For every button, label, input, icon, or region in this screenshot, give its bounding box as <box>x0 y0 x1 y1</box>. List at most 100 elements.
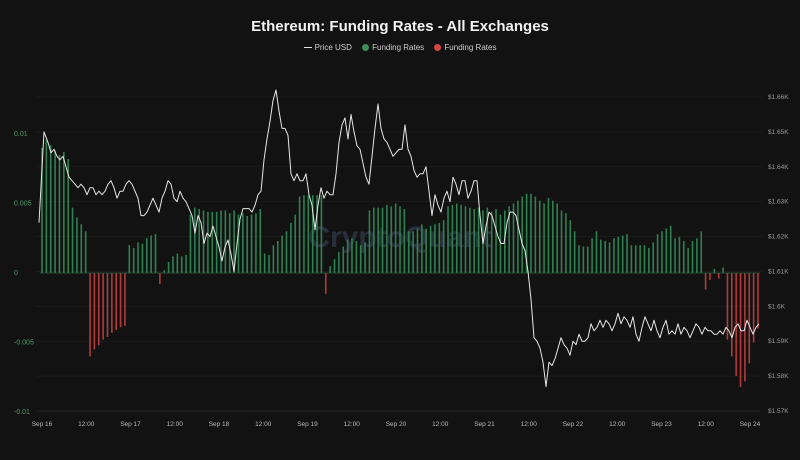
funding-bar-positive[interactable] <box>45 139 48 273</box>
funding-bar-positive[interactable] <box>696 238 698 273</box>
funding-bar-positive[interactable] <box>215 211 218 273</box>
funding-bar-positive[interactable] <box>189 214 192 273</box>
funding-bar-positive[interactable] <box>224 210 227 273</box>
funding-bar-positive[interactable] <box>346 239 349 273</box>
funding-bar-positive[interactable] <box>54 150 56 273</box>
funding-bar-positive[interactable] <box>194 207 196 273</box>
funding-bar-positive[interactable] <box>276 241 279 273</box>
funding-bar-negative[interactable] <box>752 273 755 343</box>
funding-bar-positive[interactable] <box>329 266 331 273</box>
funding-bar-positive[interactable] <box>250 214 253 273</box>
funding-bar-negative[interactable] <box>726 273 729 340</box>
funding-bar-positive[interactable] <box>669 225 672 273</box>
funding-bar-positive[interactable] <box>490 211 493 273</box>
funding-bar-positive[interactable] <box>228 213 231 273</box>
funding-bar-positive[interactable] <box>573 231 576 273</box>
funding-bar-positive[interactable] <box>700 231 703 273</box>
funding-bar-positive[interactable] <box>569 220 572 273</box>
funding-bar-positive[interactable] <box>556 203 558 274</box>
funding-bar-positive[interactable] <box>41 147 43 273</box>
funding-bar-positive[interactable] <box>342 246 345 273</box>
funding-bar-positive[interactable] <box>76 217 78 273</box>
funding-bar-positive[interactable] <box>399 206 401 273</box>
funding-bar-negative[interactable] <box>159 273 161 285</box>
funding-bar-positive[interactable] <box>359 245 362 273</box>
funding-bar-positive[interactable] <box>691 241 694 273</box>
funding-bar-positive[interactable] <box>49 145 52 273</box>
funding-bar-positive[interactable] <box>534 196 537 273</box>
funding-bar-positive[interactable] <box>132 247 135 273</box>
legend-item-funding-positive[interactable]: Funding Rates <box>362 43 424 52</box>
funding-bar-positive[interactable] <box>84 231 87 273</box>
funding-bar-positive[interactable] <box>172 256 174 273</box>
funding-bar-positive[interactable] <box>246 216 248 273</box>
funding-bar-positive[interactable] <box>272 245 275 273</box>
funding-bar-positive[interactable] <box>634 245 637 273</box>
funding-bar-positive[interactable] <box>167 261 170 273</box>
funding-bar-positive[interactable] <box>648 247 650 273</box>
funding-bar-positive[interactable] <box>154 234 157 273</box>
funding-bar-positive[interactable] <box>407 231 410 273</box>
funding-bar-positive[interactable] <box>242 213 244 273</box>
funding-bar-positive[interactable] <box>333 259 336 273</box>
funding-bar-positive[interactable] <box>67 159 69 273</box>
funding-bar-positive[interactable] <box>643 245 646 273</box>
funding-bar-negative[interactable] <box>102 273 104 340</box>
funding-bar-positive[interactable] <box>521 196 524 273</box>
funding-bar-positive[interactable] <box>128 245 131 273</box>
funding-bar-positive[interactable] <box>713 268 716 273</box>
funding-bar-positive[interactable] <box>373 207 375 273</box>
funding-bar-positive[interactable] <box>499 214 502 273</box>
funding-bar-positive[interactable] <box>429 225 432 273</box>
funding-bar-positive[interactable] <box>639 245 641 273</box>
funding-bar-negative[interactable] <box>111 273 113 333</box>
funding-bar-negative[interactable] <box>735 273 737 376</box>
funding-bar-positive[interactable] <box>447 206 449 273</box>
funding-bar-positive[interactable] <box>503 210 506 273</box>
funding-bar-positive[interactable] <box>608 242 611 273</box>
funding-bar-positive[interactable] <box>176 253 179 273</box>
funding-bar-negative[interactable] <box>97 273 100 346</box>
funding-bar-positive[interactable] <box>495 209 497 273</box>
funding-bar-positive[interactable] <box>630 245 633 273</box>
funding-bar-positive[interactable] <box>281 235 283 273</box>
funding-bar-positive[interactable] <box>547 197 550 273</box>
funding-bar-positive[interactable] <box>268 254 270 273</box>
funding-bar-negative[interactable] <box>106 273 109 337</box>
funding-bar-positive[interactable] <box>198 209 200 273</box>
funding-bar-positive[interactable] <box>390 206 393 273</box>
funding-bar-negative[interactable] <box>704 273 707 290</box>
funding-bar-negative[interactable] <box>324 273 327 294</box>
funding-bar-positive[interactable] <box>652 242 655 273</box>
funding-bar-positive[interactable] <box>63 152 65 273</box>
funding-bar-positive[interactable] <box>678 236 681 273</box>
price-line[interactable] <box>38 89 760 388</box>
funding-bar-positive[interactable] <box>595 231 598 273</box>
funding-bar-positive[interactable] <box>377 207 379 273</box>
funding-bar-positive[interactable] <box>80 224 83 273</box>
funding-bar-positive[interactable] <box>530 193 532 273</box>
funding-bar-positive[interactable] <box>364 242 366 273</box>
funding-bar-positive[interactable] <box>421 224 423 273</box>
funding-bar-positive[interactable] <box>386 204 388 273</box>
funding-bar-positive[interactable] <box>298 196 301 273</box>
funding-bar-positive[interactable] <box>687 247 689 273</box>
funding-bar-positive[interactable] <box>137 242 139 273</box>
funding-bar-positive[interactable] <box>626 234 628 273</box>
funding-bar-positive[interactable] <box>58 154 61 273</box>
legend-item-price[interactable]: Price USD <box>303 43 352 52</box>
funding-bar-positive[interactable] <box>552 200 554 273</box>
funding-bar-positive[interactable] <box>460 204 462 273</box>
funding-bar-positive[interactable] <box>351 238 353 273</box>
funding-bar-negative[interactable] <box>124 273 126 326</box>
funding-bar-positive[interactable] <box>220 210 222 273</box>
funding-bar-positive[interactable] <box>207 211 209 273</box>
funding-bar-positive[interactable] <box>578 245 580 273</box>
funding-bar-positive[interactable] <box>582 246 585 273</box>
funding-bar-positive[interactable] <box>211 211 214 273</box>
funding-bar-positive[interactable] <box>512 203 515 274</box>
funding-bar-negative[interactable] <box>731 273 733 357</box>
funding-bar-positive[interactable] <box>451 204 454 273</box>
funding-bar-positive[interactable] <box>163 270 166 273</box>
funding-bar-positive[interactable] <box>71 207 74 273</box>
